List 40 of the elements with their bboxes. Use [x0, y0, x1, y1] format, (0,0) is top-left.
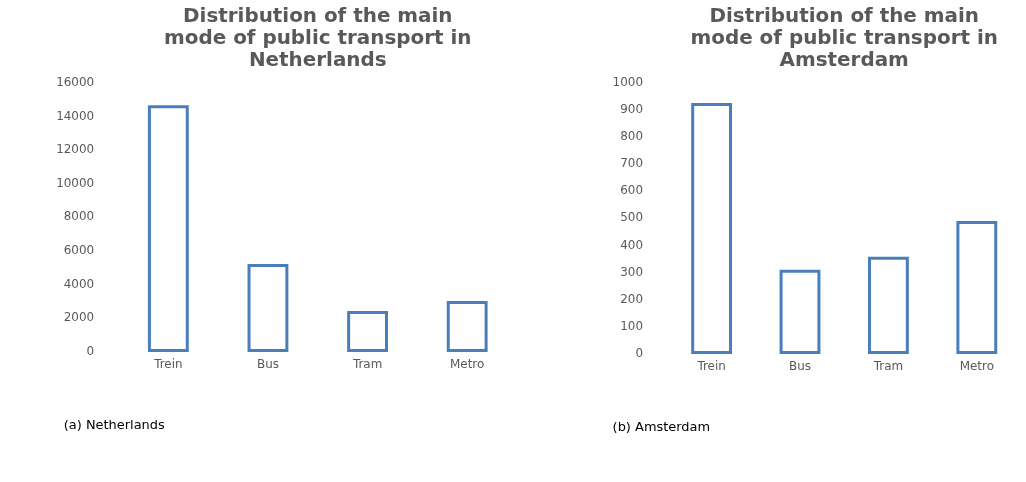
x-tick-label: Trein — [153, 356, 183, 371]
y-tick-label: 14000 — [56, 108, 95, 123]
y-tick-label: 800 — [620, 129, 643, 144]
x-tick-label: Bus — [256, 356, 279, 371]
y-tick-label: 300 — [620, 264, 643, 279]
bar — [147, 105, 189, 352]
y-tick-label: 2000 — [63, 310, 95, 325]
y-tick-label: 4000 — [63, 276, 95, 291]
x-tick-label: Metro — [959, 358, 994, 373]
bar — [779, 269, 821, 354]
chart-title: Distribution of the main mode of public transport in Amsterdam — [690, 3, 998, 71]
x-tick-label: Metro — [450, 356, 485, 371]
y-tick-label: 10000 — [56, 175, 95, 190]
bar — [347, 311, 388, 352]
bar — [956, 220, 998, 354]
y-tick-label: 700 — [620, 156, 643, 171]
y-tick-label: 100 — [620, 318, 643, 333]
text: (a) Netherlands — [63, 417, 166, 433]
y-tick-label: 200 — [620, 291, 643, 306]
y-tick-label: 900 — [620, 102, 643, 117]
x-tick-label: Tram — [351, 356, 383, 371]
x-tick-label: Trein — [696, 358, 726, 373]
bar — [867, 256, 909, 354]
y-tick-label: 0 — [635, 345, 643, 360]
y-tick-label: 12000 — [56, 142, 95, 157]
bar — [446, 301, 488, 352]
y-tick-label: 600 — [620, 183, 643, 198]
bar — [247, 264, 289, 352]
y-tick-label: 8000 — [63, 209, 95, 224]
y-tick-label: 6000 — [63, 243, 95, 258]
y-tick-label: 1000 — [612, 75, 643, 90]
x-tick-label: Bus — [789, 358, 811, 373]
chart-title: Distribution of the main mode of public transport in Netherlands — [164, 3, 472, 71]
y-tick-label: 0 — [86, 343, 95, 358]
y-tick-label: 500 — [620, 210, 643, 225]
text: (b) Amsterdam — [612, 419, 711, 435]
bar — [691, 103, 733, 354]
y-tick-label: 16000 — [56, 75, 95, 90]
x-tick-label: Tram — [872, 358, 904, 373]
y-tick-label: 400 — [620, 237, 643, 252]
